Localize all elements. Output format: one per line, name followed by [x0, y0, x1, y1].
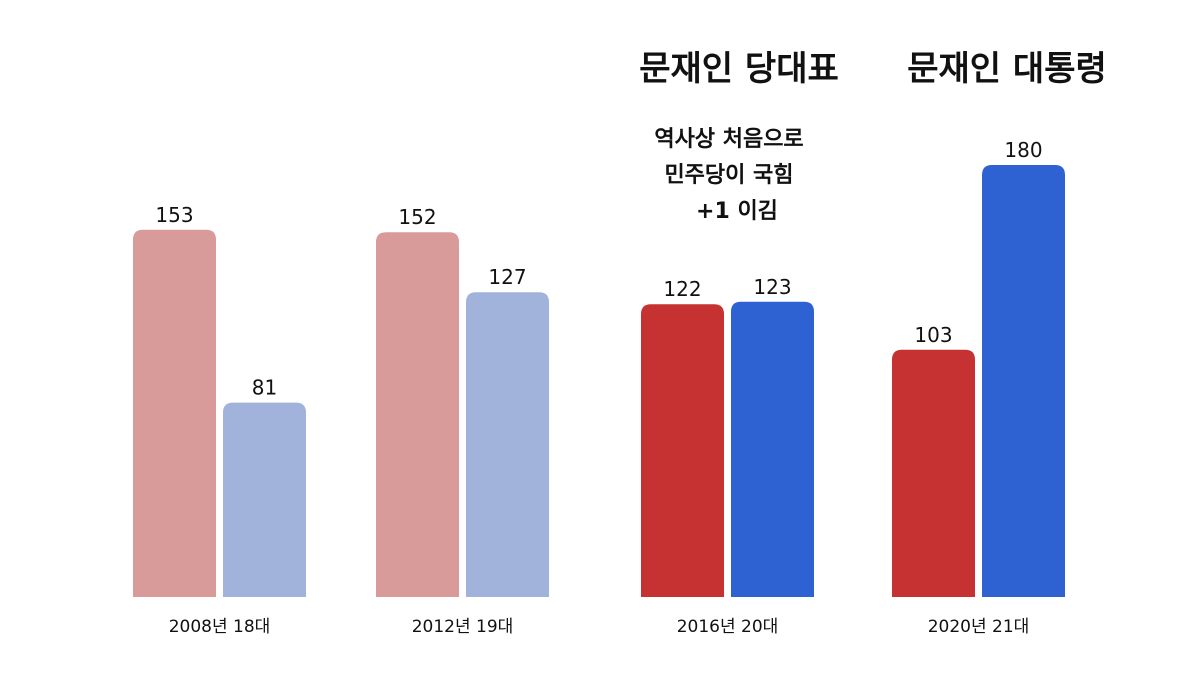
bar-3-1: [982, 165, 1065, 597]
bar-2-0: [641, 304, 724, 597]
value-label-3-0: 103: [914, 323, 952, 347]
note-line-3: +1 이김: [696, 199, 778, 224]
value-label-1-0: 152: [398, 205, 436, 229]
header-2020-annotation: 문재인 대통령: [907, 49, 1107, 89]
category-label-3: 2020년 21대: [928, 617, 1030, 637]
value-label-1-1: 127: [488, 265, 526, 289]
note-line-1: 역사상 처음으로: [654, 127, 803, 152]
header-2016-annotation: 문재인 당대표: [639, 49, 839, 89]
bar-0-0: [133, 229, 216, 598]
value-labels-layer: 153 81 152 127 122 123 103 180: [155, 138, 1042, 400]
bar-2-1: [731, 301, 814, 597]
bar-0-1: [223, 402, 306, 597]
bar-3-0: [892, 349, 975, 597]
value-label-3-1: 180: [1004, 138, 1042, 162]
bar-1-0: [376, 232, 459, 597]
category-labels-layer: 2008년 18대 2012년 19대 2016년 20대 2020년 21대: [169, 617, 1030, 637]
category-label-2: 2016년 20대: [677, 617, 779, 637]
note-line-2: 민주당이 국힘: [664, 163, 793, 188]
category-label-1: 2012년 19대: [412, 617, 514, 637]
category-label-0: 2008년 18대: [169, 617, 271, 637]
value-label-2-0: 122: [663, 277, 701, 301]
bars-layer: [133, 165, 1065, 598]
value-label-0-0: 153: [155, 203, 193, 227]
bar-1-1: [466, 292, 549, 597]
value-label-2-1: 123: [753, 275, 791, 299]
value-label-0-1: 81: [252, 376, 277, 400]
